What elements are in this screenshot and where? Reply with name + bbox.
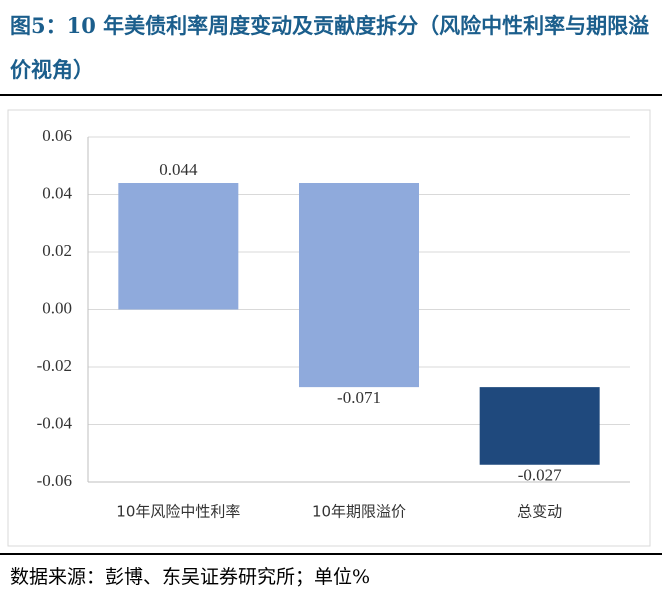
- bar: [479, 387, 600, 465]
- x-tick-label: 10年风险中性利率: [116, 503, 240, 521]
- y-tick-label: -0.02: [37, 356, 72, 375]
- chart-title: 图5：10 年美债利率周度变动及贡献度拆分（风险中性利率与期限溢价视角）: [10, 13, 650, 82]
- divider: [0, 94, 662, 96]
- y-tick-label: 0.02: [42, 241, 72, 260]
- y-tick-label: -0.04: [37, 413, 73, 432]
- bar: [299, 183, 419, 388]
- divider: [0, 553, 662, 555]
- chart-frame: [7, 109, 651, 547]
- y-tick-label: -0.06: [37, 471, 72, 490]
- y-tick-label: 0.04: [42, 183, 72, 202]
- value-label: -0.027: [518, 466, 562, 485]
- y-tick-label: 0.00: [42, 298, 72, 317]
- value-label: 0.044: [159, 160, 198, 179]
- bar: [118, 183, 239, 310]
- x-tick-label: 10年期限溢价: [312, 503, 406, 521]
- source-note: 数据来源：彭博、东吴证券研究所；单位%: [10, 566, 371, 588]
- value-label: -0.071: [337, 388, 381, 407]
- y-tick-label: 0.06: [42, 126, 72, 145]
- x-tick-label: 总变动: [517, 503, 562, 521]
